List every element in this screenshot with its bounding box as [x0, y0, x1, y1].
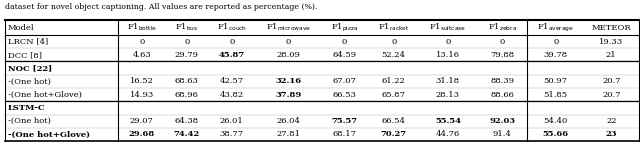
Text: 66.53: 66.53 [333, 91, 356, 99]
Text: 0: 0 [499, 38, 505, 46]
Text: 20.7: 20.7 [602, 91, 621, 99]
Text: 26.01: 26.01 [220, 117, 244, 125]
Text: 42.57: 42.57 [220, 77, 244, 85]
Text: METEOR: METEOR [591, 24, 631, 32]
Text: 21: 21 [606, 51, 616, 59]
Text: 67.07: 67.07 [333, 77, 356, 85]
Text: 68.17: 68.17 [332, 130, 356, 139]
Text: 51.85: 51.85 [543, 91, 568, 99]
Text: 32.16: 32.16 [275, 77, 301, 85]
Text: 88.39: 88.39 [490, 77, 514, 85]
Text: 79.88: 79.88 [490, 51, 514, 59]
Text: -(One hot): -(One hot) [8, 117, 51, 125]
Text: F1$_{\rm racket}$: F1$_{\rm racket}$ [378, 22, 410, 33]
Text: 20.7: 20.7 [602, 77, 621, 85]
Text: F1$_{\rm suitcase}$: F1$_{\rm suitcase}$ [429, 22, 467, 33]
Text: 0: 0 [445, 38, 451, 46]
Text: 22: 22 [606, 117, 616, 125]
Text: F1$_{\rm couch}$: F1$_{\rm couch}$ [217, 22, 247, 33]
Text: F1$_{\rm bus}$: F1$_{\rm bus}$ [175, 22, 198, 33]
Text: 68.96: 68.96 [175, 91, 198, 99]
Text: F1$_{\rm zebra}$: F1$_{\rm zebra}$ [488, 22, 516, 33]
Text: -(One hot): -(One hot) [8, 77, 51, 85]
Text: 19.33: 19.33 [599, 38, 623, 46]
Text: F1$_{\rm pizza}$: F1$_{\rm pizza}$ [330, 21, 358, 34]
Text: 31.18: 31.18 [436, 77, 460, 85]
Text: 55.54: 55.54 [435, 117, 461, 125]
Text: 0: 0 [553, 38, 558, 46]
Text: F1$_{\rm average}$: F1$_{\rm average}$ [537, 21, 574, 34]
Text: 88.66: 88.66 [490, 91, 514, 99]
Text: 14.93: 14.93 [129, 91, 154, 99]
Text: 28.09: 28.09 [276, 51, 300, 59]
Text: 26.04: 26.04 [276, 117, 300, 125]
Text: DCC [8]: DCC [8] [8, 51, 42, 59]
Text: 61.22: 61.22 [382, 77, 406, 85]
Text: 0: 0 [229, 38, 234, 46]
Text: F1$_{\rm bottle}$: F1$_{\rm bottle}$ [127, 22, 157, 33]
Text: 39.78: 39.78 [543, 51, 568, 59]
Text: 50.97: 50.97 [543, 77, 568, 85]
Text: 16.52: 16.52 [130, 77, 154, 85]
Text: 44.76: 44.76 [436, 130, 460, 139]
Text: 0: 0 [285, 38, 291, 46]
Text: 28.13: 28.13 [436, 91, 460, 99]
Text: -(One hot+Glove): -(One hot+Glove) [8, 91, 81, 99]
Text: 92.03: 92.03 [489, 117, 515, 125]
Text: 23: 23 [605, 130, 617, 139]
Text: 0: 0 [391, 38, 396, 46]
Text: 4.63: 4.63 [132, 51, 151, 59]
Text: 38.77: 38.77 [220, 130, 244, 139]
Text: 29.79: 29.79 [175, 51, 199, 59]
Text: 0: 0 [139, 38, 145, 46]
Text: 52.24: 52.24 [381, 51, 406, 59]
Text: 37.89: 37.89 [275, 91, 301, 99]
Text: Model: Model [8, 24, 35, 32]
Text: NOC [22]: NOC [22] [8, 64, 52, 72]
Text: 55.66: 55.66 [543, 130, 569, 139]
Text: 45.87: 45.87 [219, 51, 245, 59]
Text: 13.16: 13.16 [436, 51, 460, 59]
Text: 64.38: 64.38 [175, 117, 199, 125]
Text: 74.42: 74.42 [173, 130, 200, 139]
Text: 68.63: 68.63 [175, 77, 198, 85]
Text: 0: 0 [184, 38, 189, 46]
Text: 27.81: 27.81 [276, 130, 300, 139]
Text: 43.82: 43.82 [220, 91, 244, 99]
Text: 29.07: 29.07 [130, 117, 154, 125]
Text: 64.59: 64.59 [332, 51, 356, 59]
Text: 65.87: 65.87 [381, 91, 406, 99]
Text: -(One hot+Glove): -(One hot+Glove) [8, 130, 90, 139]
Text: 54.40: 54.40 [543, 117, 568, 125]
Text: 66.54: 66.54 [381, 117, 406, 125]
Text: 75.57: 75.57 [332, 117, 358, 125]
Text: 0: 0 [342, 38, 347, 46]
Text: LRCN [4]: LRCN [4] [8, 38, 48, 46]
Text: 70.27: 70.27 [381, 130, 407, 139]
Text: dataset for novel object captioning. All values are reported as percentage (%).: dataset for novel object captioning. All… [5, 3, 317, 11]
Text: F1$_{\rm microwave}$: F1$_{\rm microwave}$ [266, 22, 310, 33]
Text: LSTM-C: LSTM-C [8, 104, 45, 112]
Text: 29.68: 29.68 [129, 130, 155, 139]
Text: 91.4: 91.4 [493, 130, 511, 139]
